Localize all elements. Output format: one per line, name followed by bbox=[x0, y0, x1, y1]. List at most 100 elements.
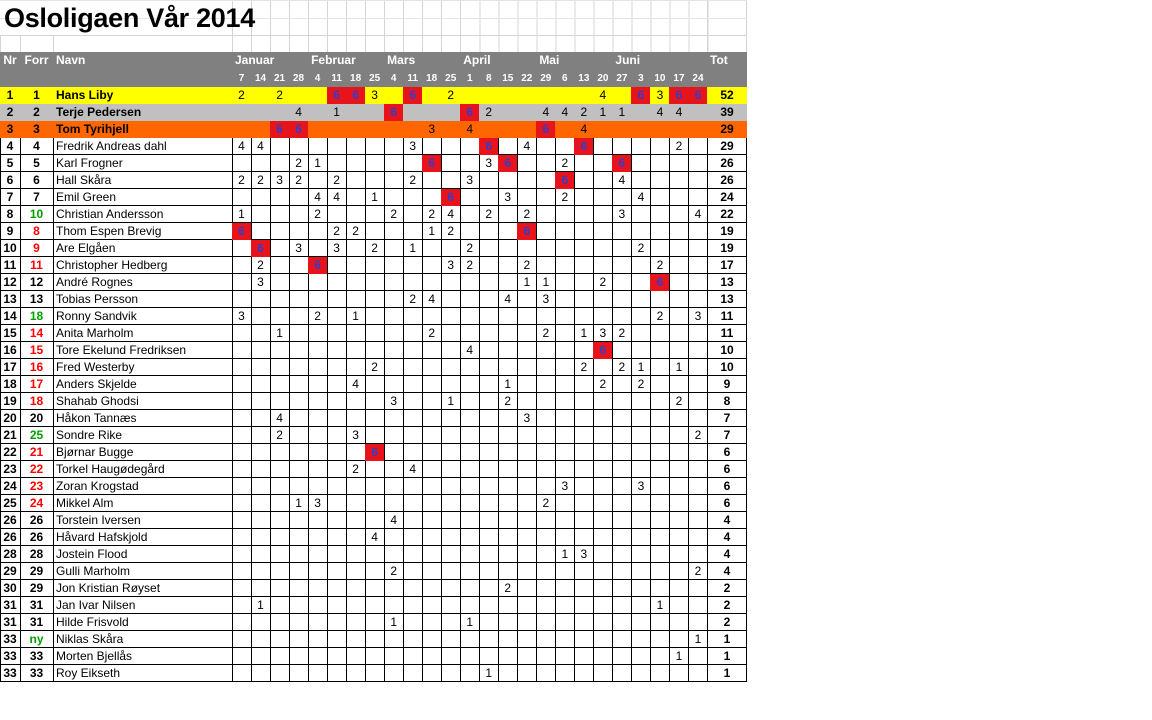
row-forr: 28 bbox=[29, 547, 44, 561]
score-cell: 1 bbox=[675, 649, 683, 663]
row-nr: 5 bbox=[6, 156, 14, 170]
row-total: 4 bbox=[723, 547, 731, 561]
header-tot: Tot bbox=[710, 53, 728, 67]
row-name: Anita Marholm bbox=[56, 326, 134, 340]
score-cell: 2 bbox=[694, 564, 702, 578]
header-date: 11 bbox=[331, 73, 342, 84]
row-total: 24 bbox=[720, 190, 734, 204]
score-cell: 3 bbox=[504, 190, 512, 204]
score-cell: 2 bbox=[580, 105, 588, 119]
score-cell: 4 bbox=[580, 122, 588, 136]
score-cell: 2 bbox=[656, 258, 664, 272]
score-cell: 4 bbox=[447, 207, 455, 221]
score-cell: 2 bbox=[656, 309, 664, 323]
header-month: Juni bbox=[615, 53, 641, 67]
row-forr: 26 bbox=[29, 530, 44, 544]
score-cell-six: 6 bbox=[517, 223, 537, 240]
header-month: Mai bbox=[539, 53, 560, 67]
score-cell: 3 bbox=[466, 173, 474, 187]
row-name: Niklas Skåra bbox=[56, 632, 124, 646]
score-cell: 1 bbox=[485, 666, 493, 680]
row-forr: 11 bbox=[30, 258, 43, 272]
score-cell: 4 bbox=[371, 530, 378, 544]
row-nr: 1 bbox=[6, 88, 14, 102]
score-cell: 2 bbox=[371, 360, 378, 374]
score-cell: 2 bbox=[561, 156, 569, 170]
row-nr: 26 bbox=[3, 513, 17, 527]
score-cell: 1 bbox=[523, 275, 531, 289]
score-cell-six: 6 bbox=[612, 155, 632, 172]
row-total: 29 bbox=[720, 139, 734, 153]
score-cell: 2 bbox=[675, 394, 683, 408]
row-nr: 31 bbox=[3, 615, 17, 629]
row-name: Hilde Frisvold bbox=[56, 615, 129, 629]
row-highlight bbox=[0, 87, 747, 104]
header-band bbox=[0, 52, 747, 87]
score-cell: 3 bbox=[371, 88, 378, 102]
score-cell: 2 bbox=[276, 428, 283, 442]
row-forr: 29 bbox=[29, 564, 44, 578]
row-nr: 30 bbox=[3, 581, 17, 595]
row-nr: 10 bbox=[3, 241, 17, 255]
row-total: 39 bbox=[720, 105, 734, 119]
row-nr: 26 bbox=[3, 530, 17, 544]
score-cell: 3 bbox=[542, 292, 550, 306]
row-nr: 3 bbox=[6, 122, 14, 136]
score-cell: 3 bbox=[523, 411, 531, 425]
header-date: 18 bbox=[426, 73, 438, 84]
score-cell: 2 bbox=[238, 173, 245, 187]
row-total: 26 bbox=[720, 156, 734, 170]
score-cell-six: 6 bbox=[403, 87, 423, 104]
score-cell: 3 bbox=[618, 207, 626, 221]
league-spreadsheet: Osloligaen Vår 2014 Nr Forr Navn Tot Januar F… bbox=[0, 0, 747, 682]
row-forr: 15 bbox=[29, 343, 44, 357]
score-cell-six: 6 bbox=[650, 274, 670, 291]
row-name: Mikkel Alm bbox=[56, 496, 114, 510]
header-date: 27 bbox=[616, 73, 628, 84]
row-forr: 24 bbox=[29, 496, 44, 510]
row-name: Christian Andersson bbox=[56, 207, 164, 221]
score-cell: 4 bbox=[428, 292, 436, 306]
header-date: 4 bbox=[314, 73, 321, 84]
row-nr: 25 bbox=[3, 496, 17, 510]
header-date: 25 bbox=[369, 73, 381, 84]
header-date: 18 bbox=[350, 73, 362, 84]
row-forr: ny bbox=[29, 632, 44, 646]
score-cell: 1 bbox=[599, 105, 607, 119]
row-name: Håkon Tannæs bbox=[56, 411, 137, 425]
row-total: 4 bbox=[723, 564, 731, 578]
score-cell: 2 bbox=[390, 564, 397, 578]
row-forr: 20 bbox=[29, 411, 44, 425]
row-name: Hans Liby bbox=[56, 88, 114, 102]
header-month: April bbox=[463, 53, 491, 67]
score-cell: 3 bbox=[485, 156, 493, 170]
row-forr: 23 bbox=[29, 479, 44, 493]
score-cell: 2 bbox=[675, 139, 683, 153]
score-cell-six: 6 bbox=[669, 87, 689, 104]
row-name: Jon Kristian Røyset bbox=[56, 581, 161, 595]
row-forr: 31 bbox=[29, 615, 44, 629]
score-cell: 1 bbox=[504, 377, 512, 391]
row-total: 2 bbox=[723, 615, 731, 629]
score-cell: 2 bbox=[618, 326, 626, 340]
row-name: Jostein Flood bbox=[56, 547, 128, 561]
row-forr: 31 bbox=[29, 598, 44, 612]
score-cell: 2 bbox=[276, 88, 283, 102]
row-total: 19 bbox=[720, 224, 734, 238]
score-cell: 2 bbox=[504, 581, 512, 595]
score-cell: 2 bbox=[618, 360, 626, 374]
header-date: 24 bbox=[692, 73, 704, 84]
score-cell-six: 6 bbox=[346, 87, 366, 104]
header-forr: Forr bbox=[24, 53, 49, 67]
score-cell: 3 bbox=[637, 479, 645, 493]
row-name: Christopher Hedberg bbox=[56, 258, 168, 272]
score-cell: 4 bbox=[314, 190, 321, 204]
score-cell: 4 bbox=[257, 139, 264, 153]
row-name: Karl Frogner bbox=[56, 156, 123, 170]
score-cell-six: 6 bbox=[384, 104, 404, 121]
row-total: 4 bbox=[723, 530, 731, 544]
header-date: 6 bbox=[562, 73, 568, 84]
score-cell: 4 bbox=[466, 122, 474, 136]
row-nr: 12 bbox=[3, 275, 17, 289]
row-forr: 4 bbox=[33, 139, 40, 153]
